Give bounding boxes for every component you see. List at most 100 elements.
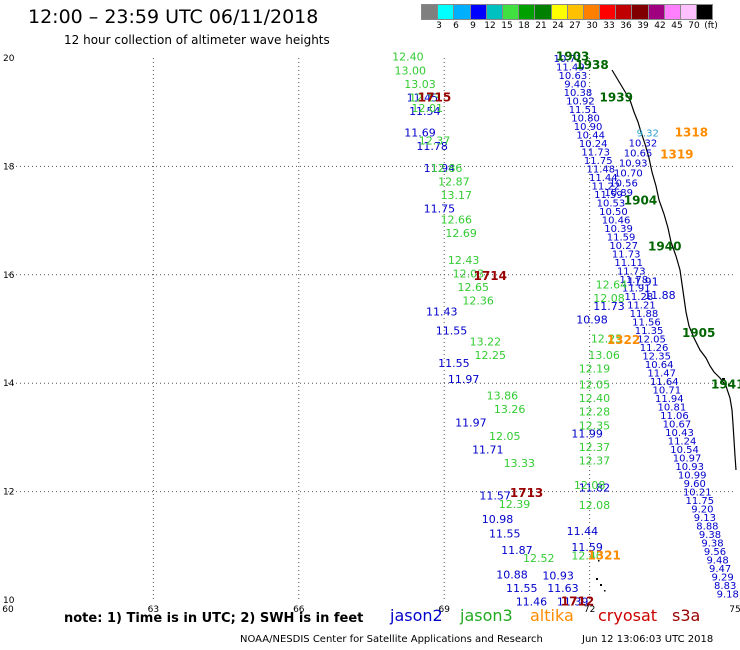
jason2-point-label: 11.63 [547,582,579,595]
jason2-track-label: 11.91 [622,283,651,294]
jason3-point-label: 13.33 [504,457,536,470]
jason3-point-label: 12.64 [596,278,628,291]
jason3-point-label: 12.25 [474,349,506,362]
jason2-track-label: 8.88 [696,521,718,532]
legend-altika: altika [530,606,574,625]
altika-track-label: 10.93 [619,158,648,169]
color-scale-label: 24 [552,21,564,31]
jason2-track-label: 11.21 [627,300,656,311]
jason2-point-label: 11.43 [426,305,458,318]
map-title: 12:00 – 23:59 UTC 06/11/2018 [28,6,319,28]
s3a-point-label: 1904 [624,193,657,207]
jason2-track-label: 10.92 [566,96,595,107]
y-tick-label: 20 [3,54,15,64]
altika-point-label: 1319 [660,147,693,161]
jason2-track-label: 10.54 [670,445,699,456]
jason2-track-label: 9.60 [684,479,706,490]
jason2-point-label: 11.88 [644,289,676,302]
map-grid [8,58,735,600]
jason3-point-label: 12.05 [579,379,611,392]
altika-track-label: 9.32 [637,129,659,140]
jason3-point-label: 12.35 [579,419,611,432]
jason2-track-label: 11.22 [592,181,621,192]
jason2-track-label: 10.44 [576,130,605,141]
jason2-track-label: 10.63 [559,71,588,82]
jason2-track-label: 10.93 [675,462,704,473]
jason3-point-label: 12.03 [453,268,485,281]
jason2-point-label: 11.71 [472,444,504,457]
jason2-point-label: 11.59 [571,541,603,554]
jason3-point-label: 12.40 [571,549,603,562]
s3a-point-label: 1941 [711,378,740,392]
jason2-point-label: 11.75 [424,202,456,215]
footer-credit: NOAA/NESDIS Center for Satellite Applica… [240,634,543,645]
jason2-track-label: 9.38 [699,530,721,541]
jason2-point-label: 11.99 [571,427,603,440]
jason2-track-label: 11.11 [614,258,643,269]
altika-track-label: 10.89 [604,188,633,199]
jason2-track-label: 9.48 [706,555,728,566]
jason2-track-label: 11.75 [685,496,714,507]
jason2-track-label: 11.73 [612,249,641,260]
jason3-point-label: 12.19 [579,362,611,375]
jason2-track-label: 11.47 [647,368,676,379]
jason2-track-label: 10.97 [673,453,702,464]
jason3-point-label: 12.37 [419,135,451,148]
coastline [611,69,737,471]
color-scale-label: 18 [518,21,530,31]
jason2-track-label: 11.06 [660,411,689,422]
east-track-labels: 10.7111.4910.639.4010.3810.9211.5110.801… [553,54,738,600]
jason3-point-label: 12.05 [489,430,521,443]
jason2-track-label: 12.05 [637,334,666,345]
jason2-track-label: 12.35 [642,351,671,362]
jason2-track-label: 11.28 [625,292,654,303]
color-scale-label: 6 [453,21,459,31]
jason2-track-label: 10.46 [602,215,631,226]
legend-cryosat: cryosat [598,606,658,625]
color-scale-label: 33 [603,21,615,31]
y-tick-label: 12 [3,488,14,498]
jason3-point-label: 12.40 [392,51,424,64]
jason2-track-label: 10.43 [665,428,694,439]
jason3-point-label: 12.40 [579,392,611,405]
jason2-track-label: 11.59 [607,232,636,243]
jason3-point-label: 13.86 [487,389,519,402]
jason3-point-label: 12.52 [523,552,555,565]
jason2-track-label: 9.13 [694,513,716,524]
jason2-track-label: 10.64 [645,360,674,371]
jason2-point-label: 11.87 [501,544,533,557]
jason2-track-label: 11.88 [630,309,659,320]
color-scale-label: 9 [470,21,476,31]
jason2-track-label: 8.83 [714,581,736,592]
jason2-point-label: 10.93 [542,569,574,582]
jason3-point-label: 12.36 [462,295,494,308]
jason2-track-label: 10.39 [604,224,633,235]
jason2-track-label: 11.26 [640,343,669,354]
jason2-track-label: 9.47 [709,564,731,575]
jason2-track-label: 9.38 [701,538,723,549]
jason2-point-label: 11.82 [579,482,611,495]
jason2-point-label: 11.69 [404,127,436,140]
altika-point-label: 1322 [607,333,640,347]
jason3-point-label: 13.03 [404,78,436,91]
jason3-point-label: 12.25 [591,333,623,346]
jason2-point-label: 10.88 [496,568,528,581]
jason2-track-label: 10.81 [658,402,687,413]
jason2-track-label: 10.38 [564,88,593,99]
legend-jason2: jason2 [390,606,443,625]
jason2-track-label: 11.35 [635,326,664,337]
jason2-track-label: 11.94 [655,394,684,405]
jason3-point-label: 12.87 [438,175,470,188]
jason2-track-label: 9.29 [712,572,734,583]
jason2-track-label: 11.56 [632,317,661,328]
jason2-track-label: 9.40 [564,79,586,90]
x-tick-label: 60 [2,605,14,615]
legend-s3a: s3a [672,606,701,625]
jason2-track-label: 10.99 [678,470,707,481]
altika-point-label: 1321 [587,548,620,562]
data-points: 11.4511.5411.6911.7811.9411.7511.4311.55… [392,50,740,609]
jason2-track-label: 11.44 [589,173,618,184]
jason3-point-label: 12.08 [579,499,611,512]
jason2-track-label: 10.71 [553,54,582,65]
jason2-track-label: 11.75 [584,156,613,167]
